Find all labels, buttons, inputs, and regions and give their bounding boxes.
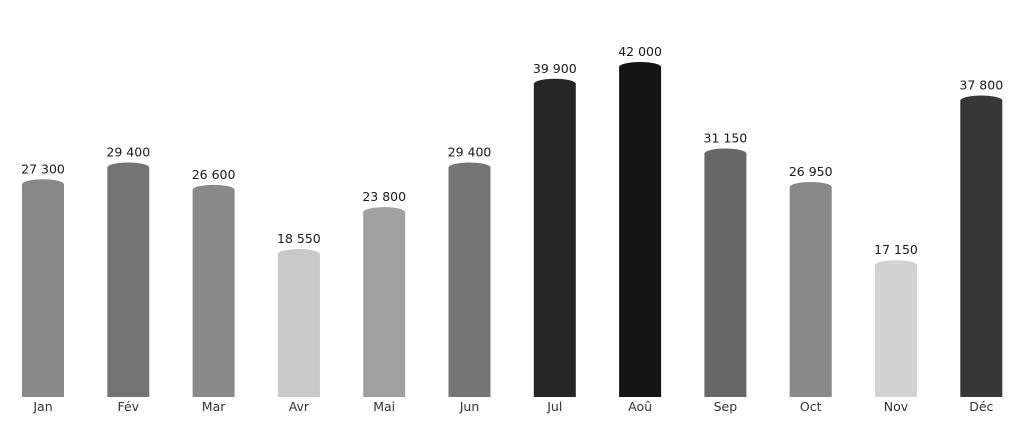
bar-group-6: 39 900 Jul xyxy=(533,61,577,414)
bar-group-1: 29 400 Fév xyxy=(106,145,150,415)
bar-value-label: 18 550 xyxy=(277,231,321,246)
bar xyxy=(107,162,150,397)
bar xyxy=(875,260,917,397)
x-tick-label: Mar xyxy=(202,399,226,414)
bar xyxy=(619,62,662,398)
x-tick-label: Sep xyxy=(714,399,738,414)
bar xyxy=(704,148,747,397)
bar-group-8: 31 150 Sep xyxy=(704,131,748,414)
x-tick-label: Aoû xyxy=(628,399,652,414)
bar xyxy=(22,179,64,397)
bar xyxy=(363,207,406,397)
x-tick-label: Oct xyxy=(800,399,822,414)
x-tick-label: Jan xyxy=(32,399,52,414)
x-tick-label: Mai xyxy=(373,399,395,414)
bar-group-11: 37 800 Déc xyxy=(959,78,1003,415)
bar-value-label: 31 150 xyxy=(704,131,748,146)
bar-value-label: 26 600 xyxy=(192,167,236,182)
bar-value-label: 42 000 xyxy=(618,44,662,59)
bar-value-label: 29 400 xyxy=(448,145,492,160)
bar-value-label: 37 800 xyxy=(959,78,1003,93)
bar xyxy=(448,162,491,397)
bar-value-label: 23 800 xyxy=(362,189,406,204)
bar-group-2: 26 600 Mar xyxy=(192,167,236,414)
bar xyxy=(277,249,320,397)
bar xyxy=(192,184,235,397)
x-tick-label: Jul xyxy=(546,399,562,414)
x-tick-label: Avr xyxy=(289,399,310,414)
x-tick-label: Déc xyxy=(969,399,993,414)
bar-group-10: 17 150 Nov xyxy=(874,242,918,414)
bar-value-label: 39 900 xyxy=(533,61,577,76)
bar-value-label: 17 150 xyxy=(874,242,918,257)
x-tick-label: Nov xyxy=(884,399,909,414)
bar-value-label: 29 400 xyxy=(106,145,150,160)
bar xyxy=(789,182,832,397)
bar-group-4: 23 800 Mai xyxy=(362,189,406,414)
bar-group-3: 18 550 Avr xyxy=(277,231,321,414)
bar-value-label: 27 300 xyxy=(21,161,65,176)
bar-group-9: 26 950 Oct xyxy=(789,164,833,414)
x-tick-label: Fév xyxy=(117,399,139,414)
bar-group-0: 27 300 Jan xyxy=(21,161,65,414)
bar-value-label: 26 950 xyxy=(789,164,833,179)
x-tick-label: Jun xyxy=(459,399,480,414)
bar xyxy=(533,78,576,397)
bar-group-5: 29 400 Jun xyxy=(448,145,492,415)
bar-group-7: 42 000 Aoû xyxy=(618,44,662,414)
bar xyxy=(960,95,1003,397)
